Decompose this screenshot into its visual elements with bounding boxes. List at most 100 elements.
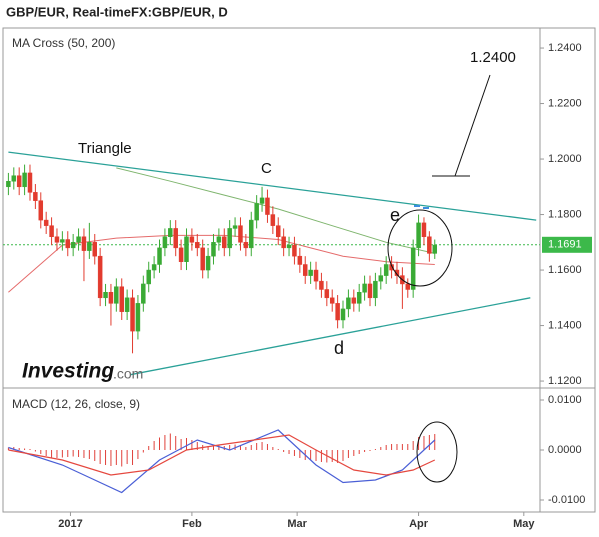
candle-body: [146, 269, 151, 285]
candle-body: [173, 228, 178, 249]
annotation-arrow: [454, 74, 491, 177]
candle-body: [394, 269, 400, 276]
candle-body: [49, 225, 54, 238]
candle-body: [135, 303, 141, 332]
candle-body: [119, 286, 124, 312]
candle-body: [22, 172, 27, 188]
macd-line: [8, 434, 436, 476]
candle-body: [184, 236, 189, 262]
candle-body: [11, 175, 17, 182]
y-tick-label: -0.0100: [548, 494, 585, 506]
candle-body: [351, 297, 357, 304]
candle-body: [6, 180, 11, 188]
candle-body: [54, 236, 60, 243]
annotation: e: [390, 205, 400, 225]
candle-body: [97, 255, 103, 299]
candle-body: [405, 283, 411, 290]
candle-body: [254, 203, 259, 221]
candle-body: [168, 228, 173, 238]
candle-body: [292, 244, 297, 257]
panel-label: MACD (12, 26, close, 9): [12, 397, 140, 411]
candle-body: [410, 247, 416, 290]
candle-body: [373, 280, 378, 299]
candle-body: [281, 236, 286, 249]
candle-body: [416, 222, 421, 249]
candle-body: [319, 280, 324, 290]
candle-body: [162, 236, 168, 249]
candle-body: [178, 247, 184, 262]
candle-body: [92, 242, 97, 257]
candle-body: [70, 242, 76, 249]
chart-title: GBP/EUR, Real-timeFX:GBP/EUR, D: [6, 4, 228, 19]
trendline: [130, 297, 531, 376]
candle-body: [346, 297, 351, 310]
annotation: Triangle: [78, 140, 132, 157]
candle-body: [200, 247, 205, 271]
x-tick-label: Mar: [287, 518, 307, 530]
candle-body: [362, 283, 367, 293]
y-tick-label: 1.1400: [548, 319, 582, 331]
candle-body: [76, 236, 81, 243]
last-price-box: [542, 236, 592, 253]
annotation: C: [261, 160, 272, 177]
candle-body: [432, 244, 438, 254]
candle-body: [340, 308, 346, 321]
candle-body: [427, 236, 432, 254]
candle-body: [259, 197, 265, 204]
candle-body: [324, 289, 330, 299]
candle-body: [130, 297, 135, 332]
candle-body: [270, 214, 276, 226]
candle-body: [243, 242, 249, 249]
frame: [2, 27, 596, 513]
watermark: Investing: [22, 360, 114, 383]
candle-body: [249, 219, 254, 249]
y-tick-label: 1.2000: [548, 153, 582, 165]
candle-body: [302, 264, 308, 276]
candle-body: [108, 292, 114, 304]
candle-body: [141, 283, 146, 304]
candle-body: [157, 247, 162, 265]
y-tick-label: 0.0000: [548, 444, 582, 456]
candle-body: [33, 192, 38, 201]
candle-body: [60, 239, 65, 243]
candle-body: [81, 236, 87, 251]
candle-body: [313, 269, 319, 282]
candle-body: [65, 239, 71, 249]
candle-body: [227, 228, 232, 249]
last-price-label: 1.1691: [548, 239, 582, 251]
annotation: 1.2400: [470, 49, 516, 66]
y-tick-label: 1.1800: [548, 208, 582, 220]
y-tick-label: 0.0100: [548, 394, 582, 406]
highlight-circle: [416, 421, 458, 483]
y-tick-label: 1.2200: [548, 97, 582, 109]
macd-line: [8, 429, 436, 494]
candle-body: [335, 303, 340, 321]
candle-body: [27, 172, 33, 193]
candle-body: [103, 292, 108, 299]
panel-label: MA Cross (50, 200): [12, 36, 115, 50]
candle-body: [38, 200, 44, 221]
candle-body: [151, 264, 157, 271]
moving-average: [116, 167, 435, 254]
candle-body: [114, 286, 119, 304]
candle-body: [211, 242, 216, 257]
highlight-circle: [387, 209, 453, 287]
candle-body: [124, 297, 130, 312]
candle-body: [367, 283, 373, 299]
candle-body: [216, 236, 222, 243]
candle-body: [329, 297, 335, 304]
x-tick-label: 2017: [58, 518, 82, 530]
y-tick-label: 1.2400: [548, 42, 582, 54]
candle-body: [222, 236, 227, 249]
y-tick-label: 1.1600: [548, 264, 582, 276]
candle-body: [232, 225, 238, 229]
x-tick-label: Apr: [409, 518, 429, 530]
plot-area: 1.1200 1.1400 1.1600 1.1800 1.2000 1.2200 1.24…: [3, 42, 592, 530]
x-tick-label: Feb: [182, 518, 202, 530]
watermark: .com: [113, 366, 143, 382]
candle-body: [265, 197, 270, 215]
candle-body: [16, 175, 22, 188]
candle-body: [195, 242, 200, 249]
y-tick-label: 1.1200: [548, 375, 582, 387]
